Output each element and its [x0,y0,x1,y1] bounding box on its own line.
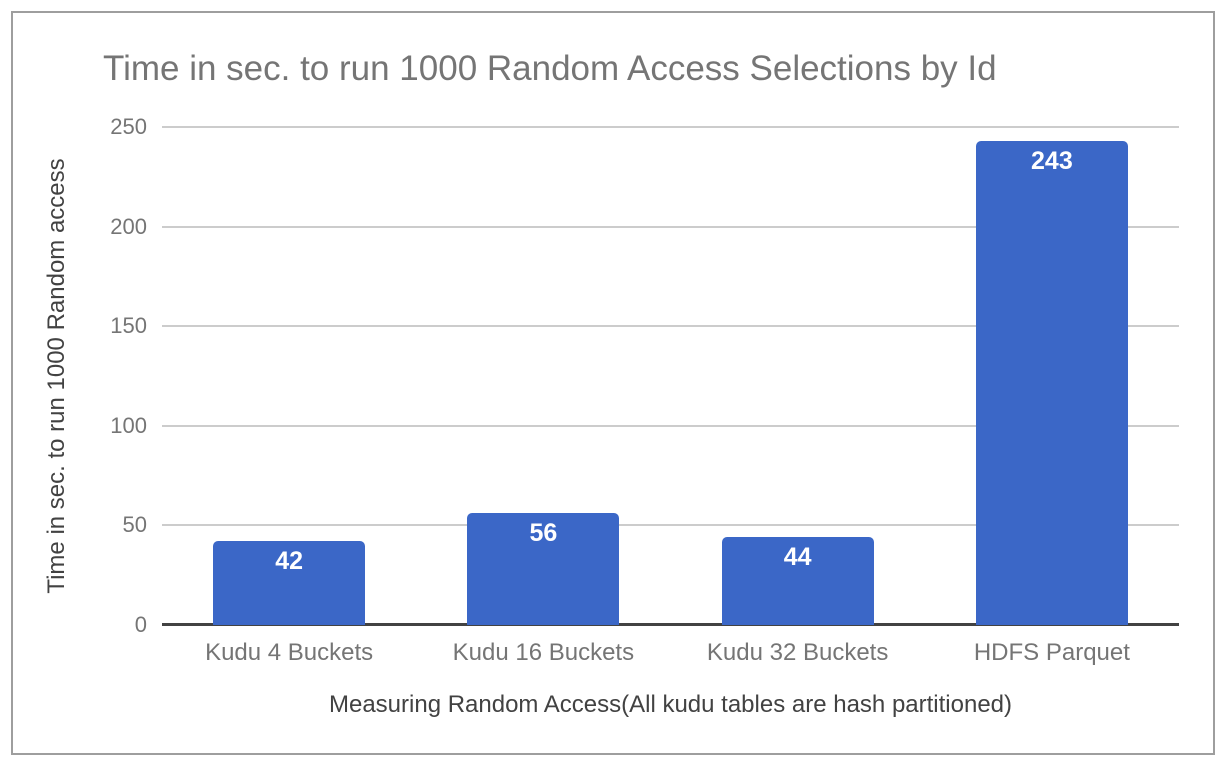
x-axis-baseline [162,623,1179,626]
x-category-label-2: Kudu 32 Buckets [706,639,889,666]
y-tick-label-100: 100 [110,412,147,438]
gridline-250 [162,126,1179,128]
y-tick-label-0: 0 [134,612,147,637]
gridline-100 [162,424,1179,427]
gridline-50 [162,524,1179,527]
y-tick-label-250: 250 [110,114,147,139]
gridline-200 [162,225,1179,228]
x-category-label-3: HDFS Parquet [973,639,1130,666]
x-category-label-0: Kudu 4 Buckets [205,639,374,666]
bar-value-label: 44 [783,543,812,572]
chart-title: Time in sec. to run 1000 Random Access S… [103,49,997,88]
y-tick-label-150: 150 [110,313,147,339]
bar-kudu-4-buckets: 42 [213,541,366,625]
y-tick-label-50: 50 [122,512,147,538]
y-tick-label-200: 200 [110,213,147,239]
bar-value-label: 243 [1031,146,1073,175]
bar-kudu-16-buckets: 56 [467,513,620,625]
bar-hdfs-parquet: 243 [975,140,1128,625]
bar-value-label: 42 [275,547,304,576]
bar-kudu-32-buckets: 44 [721,537,874,625]
x-category-label-1: Kudu 16 Buckets [452,639,635,666]
x-axis-title: Measuring Random Access(All kudu tables … [328,691,1013,718]
plot-area: 42 56 44 243 [162,126,1179,626]
gridline-150 [162,325,1179,328]
bar-value-label: 56 [529,519,558,548]
chart-frame: Time in sec. to run 1000 Random Access S… [11,11,1215,755]
